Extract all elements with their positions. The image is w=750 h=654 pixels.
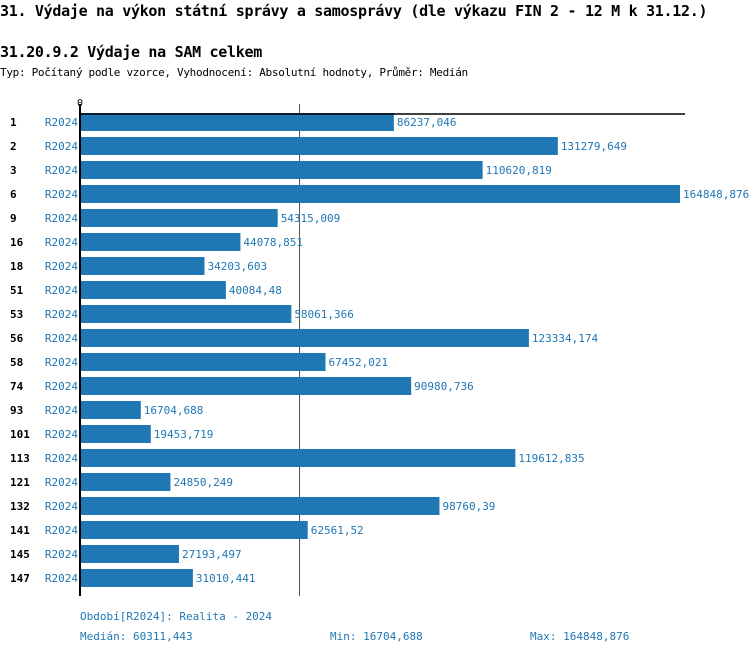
period-label: R2024: [45, 332, 78, 345]
category-label: 141: [10, 524, 30, 537]
bar: [80, 377, 412, 395]
value-label: 34203,603: [207, 260, 267, 273]
bar: [80, 473, 171, 491]
value-label: 123334,174: [532, 332, 599, 345]
period-label: R2024: [45, 548, 78, 561]
footer-period: Období[R2024]: Realita - 2024: [80, 610, 273, 623]
bar: [80, 305, 292, 323]
category-label: 121: [10, 476, 30, 489]
bar: [80, 161, 483, 179]
bar: [80, 209, 278, 227]
period-label: R2024: [45, 236, 78, 249]
category-label: 6: [10, 188, 17, 201]
value-label: 131279,649: [561, 140, 627, 153]
period-label: R2024: [45, 116, 78, 129]
bar: [80, 185, 680, 203]
page-title: 31. Výdaje na výkon státní správy a samo…: [0, 2, 708, 20]
category-label: 16: [10, 236, 24, 249]
bar: [80, 449, 516, 467]
period-label: R2024: [45, 188, 78, 201]
category-label: 51: [10, 284, 24, 297]
category-label: 9: [10, 212, 17, 225]
bar: [80, 569, 193, 587]
value-label: 58061,366: [294, 308, 354, 321]
category-label: 58: [10, 356, 23, 369]
value-label: 119612,835: [518, 452, 584, 465]
category-label: 145: [10, 548, 30, 561]
period-label: R2024: [45, 404, 78, 417]
period-label: R2024: [45, 524, 78, 537]
value-label: 86237,046: [397, 116, 457, 129]
value-label: 19453,719: [154, 428, 214, 441]
value-label: 90980,736: [414, 380, 474, 393]
bar: [80, 281, 226, 299]
bar: [80, 353, 326, 371]
value-label: 16704,688: [144, 404, 204, 417]
value-label: 40084,48: [229, 284, 282, 297]
period-label: R2024: [45, 356, 78, 369]
period-label: R2024: [45, 212, 78, 225]
value-label: 27193,497: [182, 548, 242, 561]
period-label: R2024: [45, 572, 78, 585]
period-label: R2024: [45, 380, 78, 393]
bar: [80, 425, 151, 443]
category-label: 132: [10, 500, 30, 513]
bar: [80, 137, 558, 155]
bar: [80, 257, 205, 275]
category-label: 74: [10, 380, 24, 393]
value-label: 44078,851: [243, 236, 303, 249]
value-label: 24850,249: [173, 476, 233, 489]
value-label: 98760,39: [442, 500, 495, 513]
value-label: 164848,876: [683, 188, 749, 201]
value-label: 31010,441: [196, 572, 256, 585]
footer-min: Min: 16704,688: [330, 630, 423, 643]
bar: [80, 329, 529, 347]
period-label: R2024: [45, 452, 78, 465]
period-label: R2024: [45, 500, 78, 513]
period-label: R2024: [45, 284, 78, 297]
bar: [80, 521, 308, 539]
category-label: 101: [10, 428, 30, 441]
footer-max: Max: 164848,876: [530, 630, 630, 643]
value-label: 110620,819: [486, 164, 552, 177]
bar: [80, 401, 141, 419]
bar: [80, 233, 241, 251]
category-label: 56: [10, 332, 24, 345]
period-label: R2024: [45, 428, 78, 441]
value-label: 62561,52: [311, 524, 364, 537]
period-label: R2024: [45, 140, 78, 153]
chart-subtitle: 31.20.9.2 Výdaje na SAM celkem: [0, 43, 262, 61]
category-label: 53: [10, 308, 23, 321]
bar: [80, 545, 179, 563]
chart-description: Typ: Počítaný podle vzorce, Vyhodnocení:…: [0, 66, 468, 79]
value-label: 67452,021: [329, 356, 389, 369]
period-label: R2024: [45, 476, 78, 489]
category-label: 3: [10, 164, 17, 177]
bar: [80, 113, 394, 131]
category-label: 147: [10, 572, 30, 585]
period-label: R2024: [45, 164, 78, 177]
category-label: 2: [10, 140, 17, 153]
x-tick-label: 0: [77, 98, 83, 109]
category-label: 1: [10, 116, 17, 129]
bar: [80, 497, 440, 515]
footer-median: Medián: 60311,443: [80, 630, 193, 643]
category-label: 18: [10, 260, 23, 273]
category-label: 113: [10, 452, 30, 465]
value-label: 54315,009: [281, 212, 341, 225]
period-label: R2024: [45, 260, 78, 273]
category-label: 93: [10, 404, 23, 417]
period-label: R2024: [45, 308, 78, 321]
